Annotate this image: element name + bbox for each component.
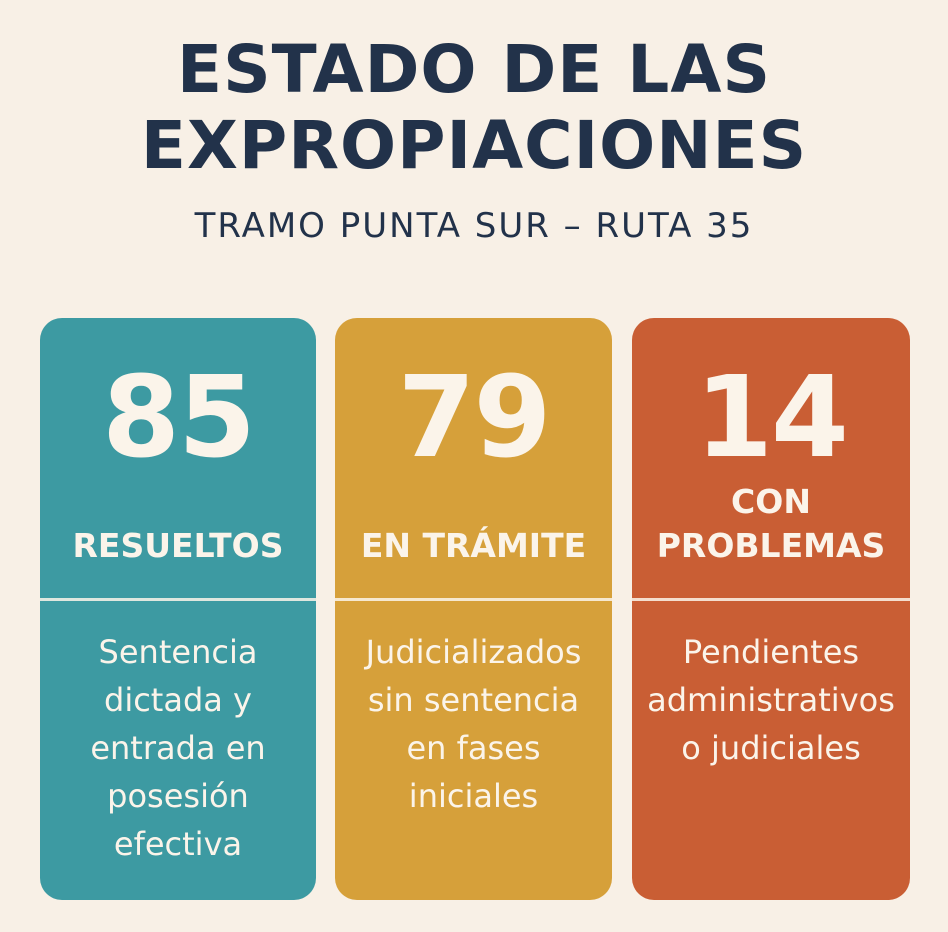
card-top: 14 CON PROBLEMAS	[632, 318, 910, 598]
card-description: Judicializados sin sentencia en fases in…	[365, 633, 582, 815]
page-subtitle: TRAMO PUNTA SUR – RUTA 35	[194, 206, 754, 246]
card-number: 14	[695, 353, 849, 483]
card-label: EN TRÁMITE	[360, 526, 587, 565]
card-divider	[632, 598, 910, 601]
card-top: 79 EN TRÁMITE	[335, 318, 612, 598]
card-label: CON PROBLEMAS	[656, 482, 886, 565]
card-label: RESUELTOS	[72, 526, 284, 565]
card-top: 85 RESUELTOS	[40, 318, 316, 598]
card-description: Sentencia dictada y entrada en posesión …	[90, 633, 266, 863]
card-resueltos: 85 RESUELTOS Sentencia dictada y entrada…	[40, 318, 316, 900]
card-divider	[335, 598, 612, 601]
card-divider	[40, 598, 316, 601]
card-en-tramite: 79 EN TRÁMITE Judicializados sin sentenc…	[335, 318, 612, 900]
card-con-problemas: 14 CON PROBLEMAS Pendientes administrati…	[632, 318, 910, 900]
page-title-line-1: ESTADO DE LAS	[177, 31, 771, 108]
card-number: 85	[102, 353, 256, 483]
card-description: Pendientes administrativos o judiciales	[647, 633, 895, 767]
header: ESTADO DE LAS EXPROPIACIONES TRAMO PUNTA…	[0, 31, 948, 247]
page-title-line-2: EXPROPIACIONES	[140, 107, 808, 184]
card-number: 79	[397, 353, 552, 483]
